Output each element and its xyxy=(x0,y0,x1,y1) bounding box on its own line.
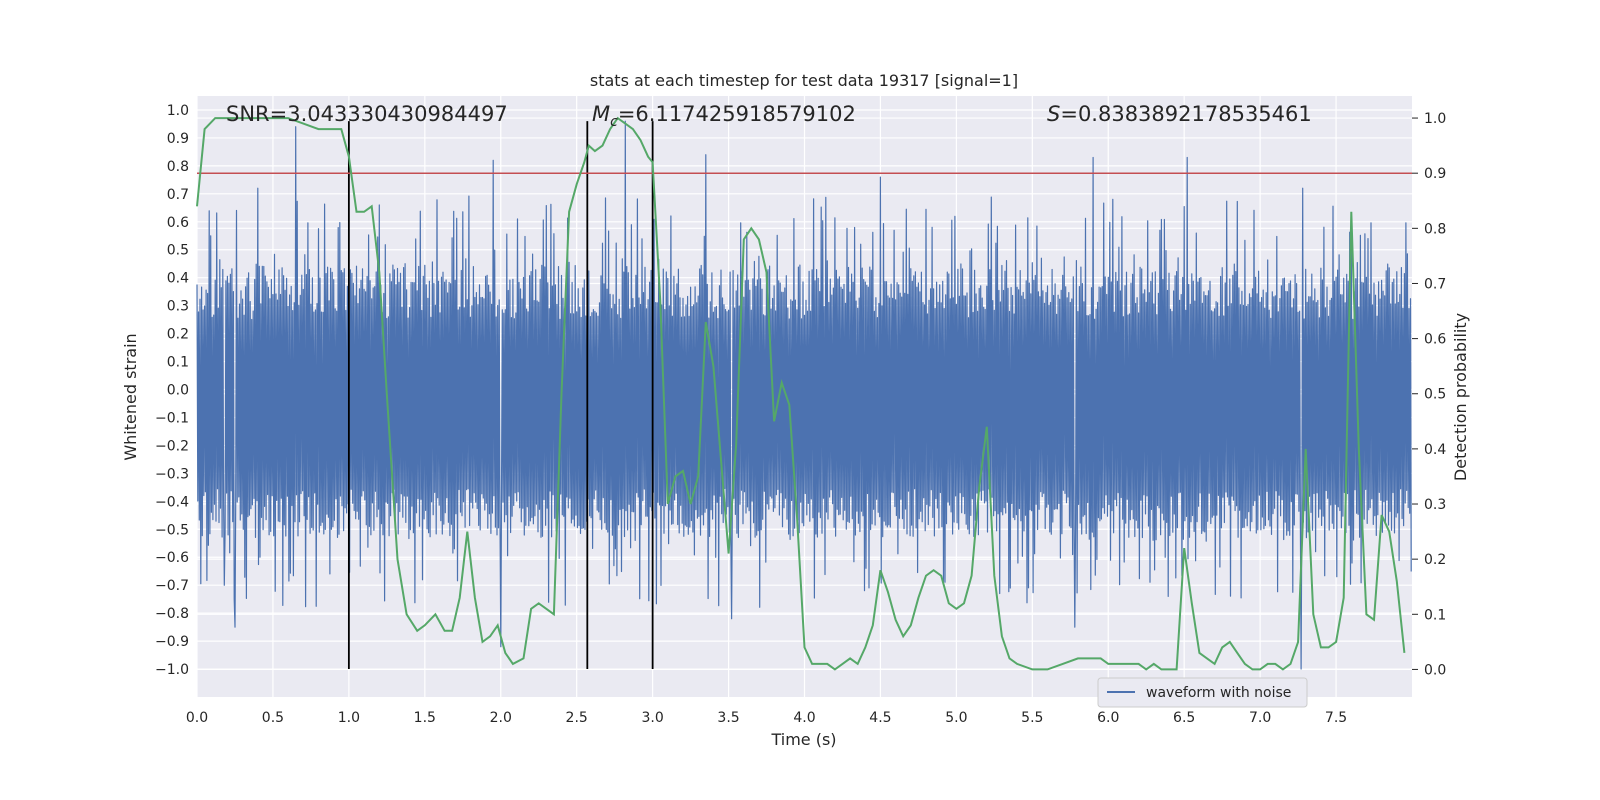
y-tick-label: 0.7 xyxy=(167,187,189,203)
y2-tick-label: 0.1 xyxy=(1424,607,1446,623)
y2-tick-label: 0.9 xyxy=(1424,166,1446,182)
snr-annotation: SNR=3.043330430984497 xyxy=(226,102,508,126)
x-tick-label: 7.5 xyxy=(1325,710,1347,726)
y-tick-label: 0.6 xyxy=(167,215,189,231)
x-tick-label: 6.0 xyxy=(1097,710,1119,726)
y2-tick-label: 0.3 xyxy=(1424,497,1446,513)
y2-tick-label: 0.7 xyxy=(1424,276,1446,292)
y2-tick-label: 0.6 xyxy=(1424,332,1446,348)
legend-label: waveform with noise xyxy=(1146,685,1291,701)
x-tick-label: 4.0 xyxy=(793,710,815,726)
y2-tick-label: 0.0 xyxy=(1424,662,1446,678)
y-tick-label: −0.4 xyxy=(155,494,189,510)
x-tick-label: 5.0 xyxy=(945,710,967,726)
y-tick-label: −0.1 xyxy=(155,410,189,426)
y2-tick-label: 0.8 xyxy=(1424,221,1446,237)
y-tick-label: −0.3 xyxy=(155,466,189,482)
x-tick-label: 7.0 xyxy=(1249,710,1271,726)
y-axis-ticks: 1.0 0.9 0.8 0.7 0.6 0.5 0.4 0.3 0.2 0.1 0.0 −0.1 −0.… xyxy=(155,103,189,678)
x-tick-label: 1.0 xyxy=(338,710,360,726)
y-axis-label: Whitened strain xyxy=(121,333,140,460)
x-tick-label: 3.0 xyxy=(641,710,663,726)
y-tick-label: 0.5 xyxy=(167,243,189,259)
x-tick-label: 1.5 xyxy=(414,710,436,726)
y-tick-label: 0.3 xyxy=(167,299,189,315)
y-tick-label: −0.9 xyxy=(155,634,189,650)
x-tick-label: 2.5 xyxy=(566,710,588,726)
chart-title: stats at each timestep for test data 193… xyxy=(590,71,1018,90)
x-tick-label: 3.5 xyxy=(717,710,739,726)
y-tick-label: −0.6 xyxy=(155,550,189,566)
x-tick-label: 0.0 xyxy=(186,710,208,726)
y-tick-label: −0.5 xyxy=(155,522,189,538)
vertical-markers xyxy=(347,121,654,670)
legend: waveform with noise xyxy=(1097,677,1308,708)
y-tick-label: 0.2 xyxy=(167,327,189,343)
y-tick-label: −0.7 xyxy=(155,578,189,594)
y2-tick-label: 0.4 xyxy=(1424,442,1446,458)
waveform-trace xyxy=(196,120,1412,670)
y2-tick-label: 0.5 xyxy=(1424,387,1446,403)
waveform-series xyxy=(196,120,1412,670)
x-axis-label: Time (s) xyxy=(770,730,836,749)
x-tick-label: 2.0 xyxy=(490,710,512,726)
x-tick-label: 6.5 xyxy=(1173,710,1195,726)
y-tick-label: 0.9 xyxy=(167,131,189,147)
y-tick-label: 0.4 xyxy=(167,271,189,287)
s-annotation: S=0.8383892178535461 xyxy=(1047,102,1312,126)
y-tick-label: 0.0 xyxy=(167,383,189,399)
detection-probability-line xyxy=(196,116,1406,671)
y-tick-label: −1.0 xyxy=(155,662,189,678)
y2-axis-ticks: 1.0 0.9 0.8 0.7 0.6 0.5 0.4 0.3 0.2 0.1 0.0 xyxy=(1412,111,1446,678)
legend-box xyxy=(1097,677,1308,708)
y-tick-label: 0.8 xyxy=(167,159,189,175)
y2-tick-label: 0.2 xyxy=(1424,552,1446,568)
y2-axis-label: Detection probability xyxy=(1451,313,1470,481)
x-tick-label: 5.5 xyxy=(1021,710,1043,726)
x-tick-label: 0.5 xyxy=(262,710,284,726)
x-tick-label: 4.5 xyxy=(869,710,891,726)
chirp-mass-annotation: Mc=6.117425918579102 xyxy=(592,102,856,130)
y-tick-label: 0.1 xyxy=(167,355,189,371)
y-tick-label: −0.8 xyxy=(155,606,189,622)
x-axis-ticks: 0.0 0.5 1.0 1.5 2.0 2.5 3.0 3.5 4.0 4.5 5.0 5.5 6.0 6… xyxy=(186,710,1347,726)
y2-tick-label: 1.0 xyxy=(1424,111,1446,127)
y-tick-label: 1.0 xyxy=(167,103,189,119)
y-tick-label: −0.2 xyxy=(155,438,189,454)
